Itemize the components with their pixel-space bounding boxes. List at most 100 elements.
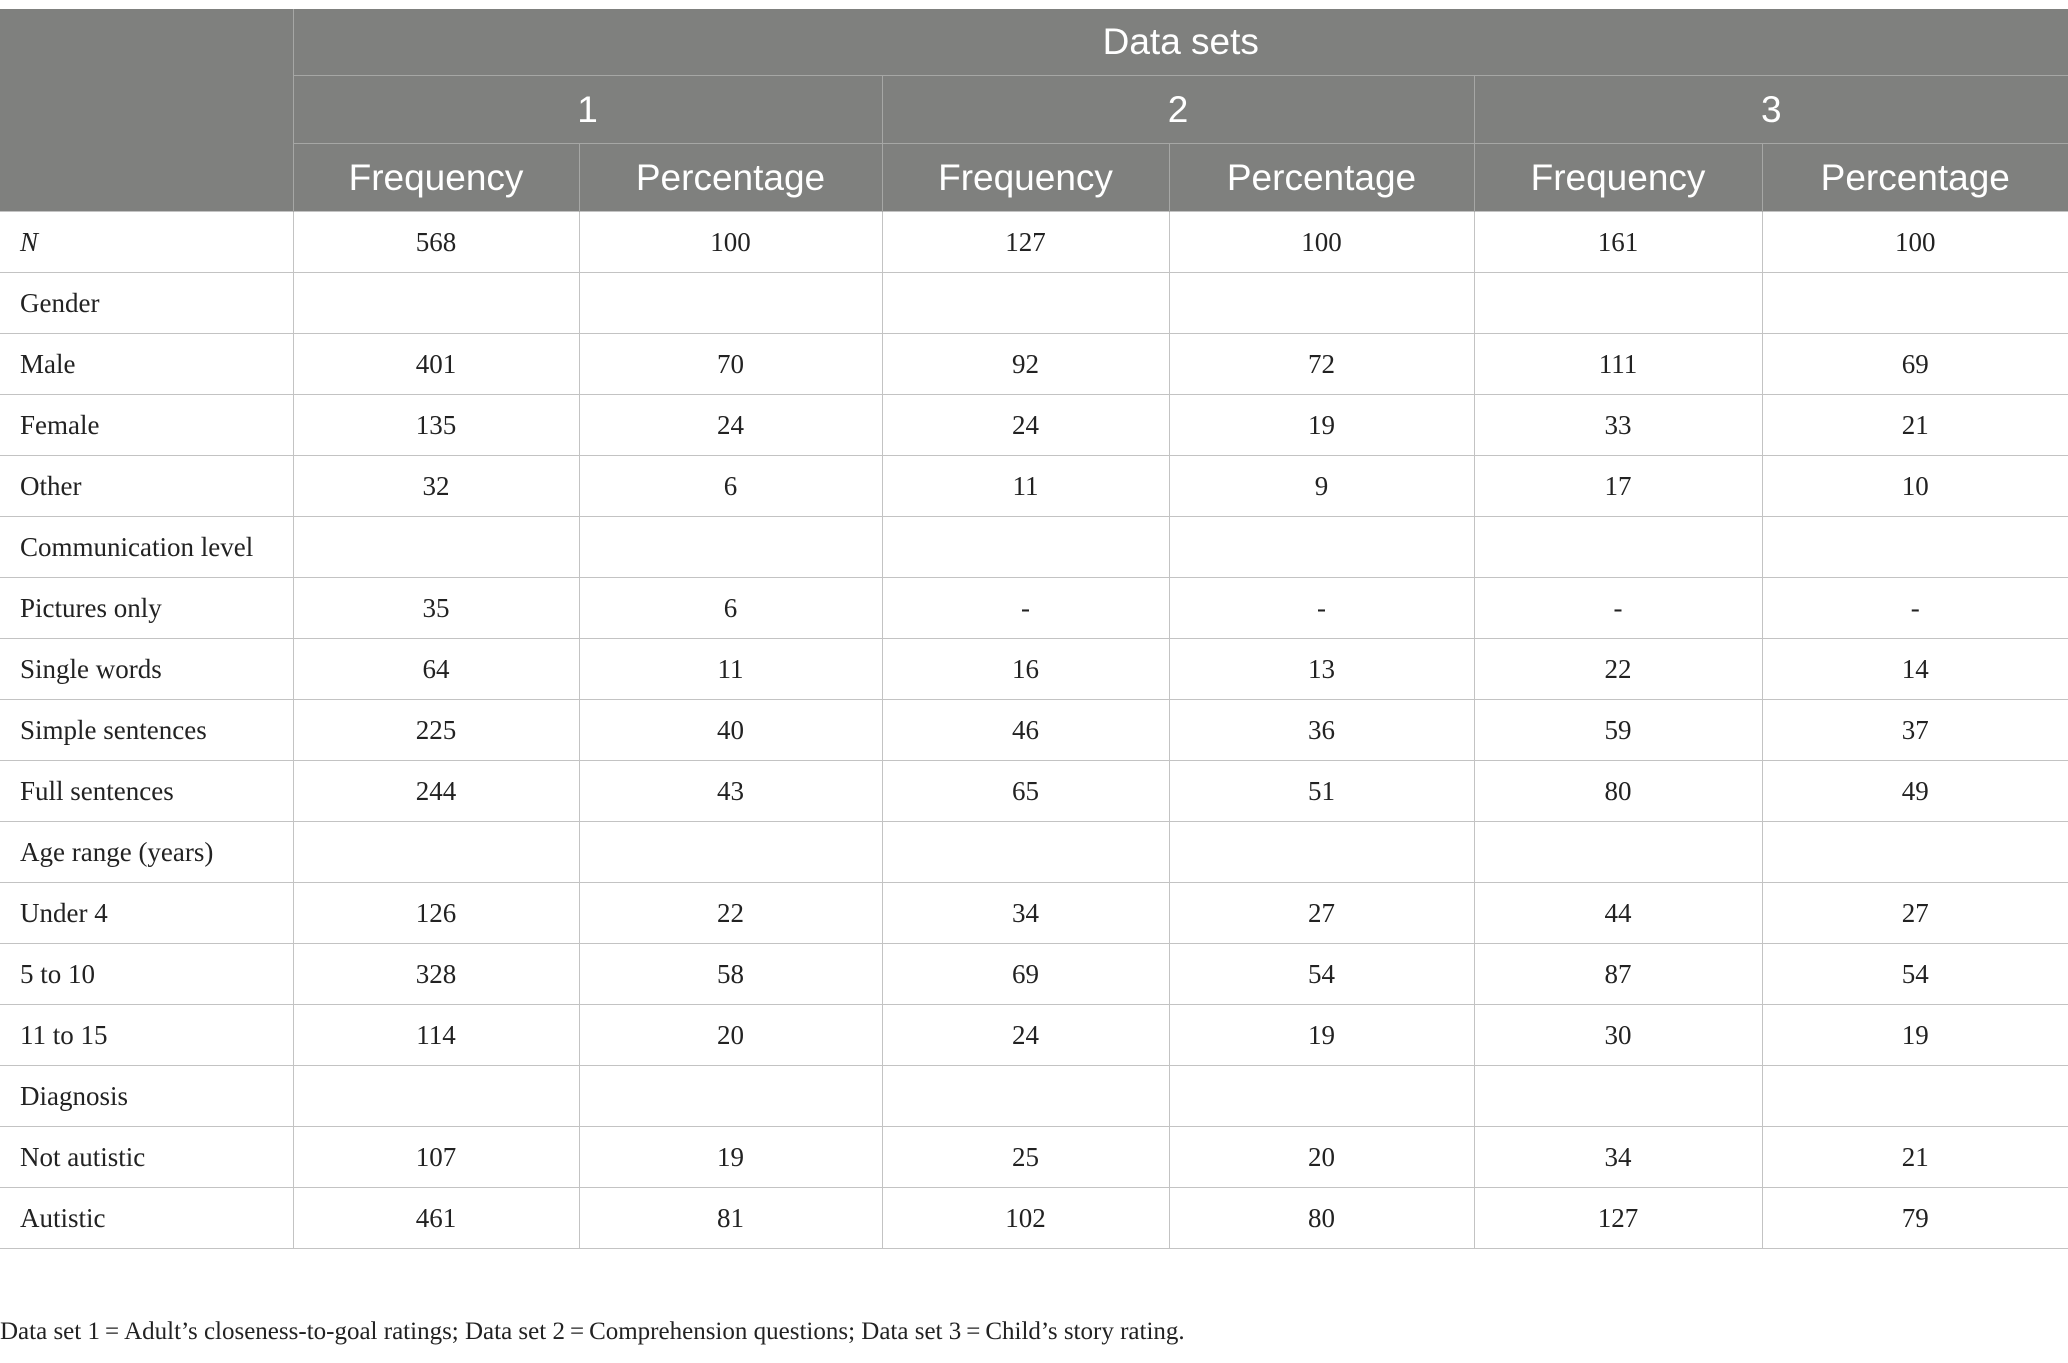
frequency-cell: 32 — [292, 455, 579, 517]
percentage-cell: 19 — [578, 1126, 882, 1188]
frequency-cell: 24 — [881, 1004, 1169, 1066]
percentage-cell: 19 — [1168, 394, 1474, 456]
percentage-cell — [1761, 272, 2068, 334]
frequency-cell: 461 — [292, 1187, 579, 1249]
table-row: Other 32 6 11 9 17 10 — [0, 455, 2068, 517]
row-label: Not autistic — [0, 1126, 293, 1188]
header-set-1: 1 — [292, 75, 882, 144]
frequency-cell: 80 — [1473, 760, 1762, 822]
percentage-cell: 100 — [578, 211, 882, 273]
frequency-cell: 46 — [881, 699, 1169, 761]
demographics-table: Data sets 1 2 3 Frequency Percentage Fre… — [0, 9, 2068, 1249]
frequency-cell: 35 — [292, 577, 579, 639]
table-body: N 568 100 127 100 161 100 Gender Male 401 70 92 72 11… — [0, 211, 2068, 1249]
frequency-cell: 65 — [881, 760, 1169, 822]
percentage-cell: 20 — [578, 1004, 882, 1066]
percentage-cell — [578, 272, 882, 334]
header-set-3: 3 — [1473, 75, 2068, 144]
header-frequency-3: Frequency — [1473, 143, 1762, 212]
demographics-table-container: Data sets 1 2 3 Frequency Percentage Fre… — [0, 9, 2068, 1249]
row-label: 11 to 15 — [0, 1004, 293, 1066]
row-label: Full sentences — [0, 760, 293, 822]
percentage-cell — [578, 821, 882, 883]
header-corner-cell — [0, 9, 293, 212]
frequency-cell: 22 — [1473, 638, 1762, 700]
table-row: Simple sentences 225 40 46 36 59 37 — [0, 699, 2068, 761]
table-row: Female 135 24 24 19 33 21 — [0, 394, 2068, 456]
frequency-cell: 102 — [881, 1187, 1169, 1249]
frequency-cell: 92 — [881, 333, 1169, 395]
percentage-cell: 6 — [578, 455, 882, 517]
frequency-cell: 127 — [881, 211, 1169, 273]
percentage-cell: 79 — [1761, 1187, 2068, 1249]
frequency-cell: 34 — [881, 882, 1169, 944]
percentage-cell: - — [1761, 577, 2068, 639]
header-frequency-2: Frequency — [881, 143, 1169, 212]
percentage-cell — [1761, 821, 2068, 883]
table-row: Autistic 461 81 102 80 127 79 — [0, 1187, 2068, 1249]
percentage-cell: 21 — [1761, 394, 2068, 456]
row-label: Gender — [0, 272, 293, 334]
table-row: Pictures only 35 6- - - - — [0, 577, 2068, 639]
header-data-sets: Data sets — [292, 9, 2068, 76]
percentage-cell — [1168, 821, 1474, 883]
frequency-cell: 161 — [1473, 211, 1762, 273]
frequency-cell: 126 — [292, 882, 579, 944]
frequency-cell: - — [881, 577, 1169, 639]
percentage-cell: 70 — [578, 333, 882, 395]
frequency-cell — [881, 1065, 1169, 1127]
percentage-cell: 9 — [1168, 455, 1474, 517]
percentage-cell: 54 — [1761, 943, 2068, 1005]
row-label: Single words — [0, 638, 293, 700]
table-row: Gender — [0, 272, 2068, 334]
percentage-cell: 69 — [1761, 333, 2068, 395]
row-label: Autistic — [0, 1187, 293, 1249]
row-label: Female — [0, 394, 293, 456]
table-row: Male 401 70 92 72 111 69 — [0, 333, 2068, 395]
frequency-cell — [292, 821, 579, 883]
frequency-cell: 25 — [881, 1126, 1169, 1188]
percentage-cell: 72 — [1168, 333, 1474, 395]
header-frequency-1: Frequency — [292, 143, 579, 212]
frequency-cell — [881, 821, 1169, 883]
percentage-cell: 43 — [578, 760, 882, 822]
table-row: Full sentences 244 43 65 51 80 49 — [0, 760, 2068, 822]
percentage-cell: 22 — [578, 882, 882, 944]
header-percentage-3: Percentage — [1761, 143, 2068, 212]
table-header: Data sets 1 2 3 Frequency Percentage Fre… — [0, 9, 2068, 212]
header-percentage-1: Percentage — [578, 143, 882, 212]
row-label: Communication level — [0, 516, 293, 578]
percentage-cell: 11 — [578, 638, 882, 700]
frequency-cell: 59 — [1473, 699, 1762, 761]
percentage-cell: 80 — [1168, 1187, 1474, 1249]
frequency-cell: 33 — [1473, 394, 1762, 456]
percentage-cell: 51 — [1168, 760, 1474, 822]
table-row: Age range (years) — [0, 821, 2068, 883]
row-label: Male — [0, 333, 293, 395]
frequency-cell: 401 — [292, 333, 579, 395]
percentage-cell — [1761, 516, 2068, 578]
frequency-cell: 107 — [292, 1126, 579, 1188]
percentage-cell — [578, 516, 882, 578]
table-footnote: Data set 1 = Adult’s closeness-to-goal r… — [0, 1318, 1185, 1345]
frequency-cell: 328 — [292, 943, 579, 1005]
row-label: Under 4 — [0, 882, 293, 944]
table-row: Diagnosis — [0, 1065, 2068, 1127]
percentage-cell: 19 — [1168, 1004, 1474, 1066]
frequency-cell — [292, 516, 579, 578]
percentage-cell: - — [1168, 577, 1474, 639]
percentage-cell: 40 — [578, 699, 882, 761]
percentage-cell — [1168, 272, 1474, 334]
percentage-cell: 13 — [1168, 638, 1474, 700]
percentage-cell: 37 — [1761, 699, 2068, 761]
frequency-cell: 30 — [1473, 1004, 1762, 1066]
frequency-cell: 17 — [1473, 455, 1762, 517]
table-row: Under 4 126 22 34 27 44 27 — [0, 882, 2068, 944]
percentage-cell: 24 — [578, 394, 882, 456]
percentage-cell — [1168, 516, 1474, 578]
frequency-cell — [1473, 272, 1762, 334]
frequency-cell — [881, 516, 1169, 578]
frequency-cell: 568 — [292, 211, 579, 273]
row-label: Other — [0, 455, 293, 517]
frequency-cell — [881, 272, 1169, 334]
